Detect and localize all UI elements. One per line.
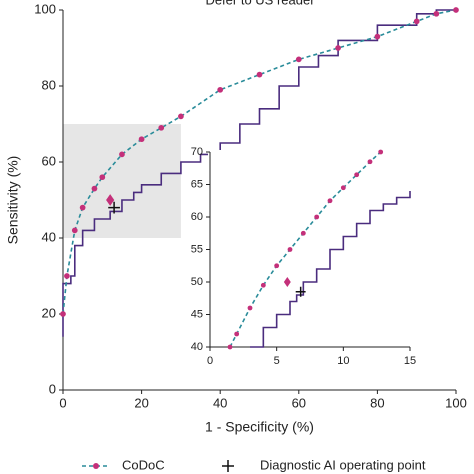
data-point [79,204,86,211]
x-tick-label: 40 [213,395,227,410]
step-curve [250,191,411,348]
data-point [314,214,320,220]
data-point [260,282,266,288]
data-point [378,149,384,155]
data-point [99,174,106,181]
data-point [295,56,302,63]
x-tick-label: 100 [445,395,467,410]
data-point [234,331,240,337]
legend-cross [222,460,234,472]
data-point [274,263,280,269]
legend-label: Diagnostic AI operating point [260,457,426,472]
y-tick-label: 40 [191,341,203,353]
x-tick-label: 10 [337,355,349,367]
data-point [433,10,440,17]
chart-title: Defer to US reader [205,0,315,7]
x-tick-label: 0 [59,395,66,410]
data-point [413,18,420,25]
data-point [217,86,224,93]
data-point [374,33,381,40]
data-point [256,71,263,78]
data-point [247,305,253,311]
x-axis-label: 1 - Specificity (%) [205,419,314,435]
x-tick-label: 60 [292,395,306,410]
y-tick-label: 20 [42,305,56,320]
y-tick-label: 60 [42,153,56,168]
x-tick-label: 20 [134,395,148,410]
y-tick-label: 40 [42,229,56,244]
y-tick-label: 70 [191,146,203,158]
x-tick-label: 15 [404,355,416,367]
diamond-point [283,277,291,287]
data-point [71,227,78,234]
data-point [340,185,346,191]
data-point [354,172,360,178]
y-tick-label: 50 [191,276,203,288]
y-tick-label: 100 [34,1,56,16]
y-tick-label: 65 [191,178,203,190]
y-tick-label: 55 [191,243,203,255]
x-tick-label: 5 [274,355,280,367]
data-point [287,247,293,252]
data-point [453,7,459,13]
data-point [178,113,184,120]
data-point [60,311,66,317]
diamond-point [106,194,115,206]
legend-dot [93,463,99,469]
y-axis-label: Sensitivity (%) [5,156,21,245]
data-point [91,185,98,192]
cross-point [108,201,120,214]
y-tick-label: 0 [49,381,56,396]
data-point [335,45,341,51]
y-tick-label: 60 [191,211,203,223]
data-point [227,344,233,350]
x-tick-label: 0 [207,355,213,367]
data-point [158,124,165,131]
cross-point [295,286,306,297]
data-point [119,151,125,158]
data-point [327,198,333,204]
zoom-region [63,124,181,238]
data-point [64,273,70,279]
curve [62,9,457,315]
y-tick-label: 80 [42,77,56,92]
inset-background [208,150,414,349]
data-point [300,230,306,236]
data-point [138,136,145,143]
legend-label: CoDoC [122,457,165,472]
y-tick-label: 45 [191,308,203,320]
data-point [367,159,373,165]
x-tick-label: 80 [370,395,384,410]
